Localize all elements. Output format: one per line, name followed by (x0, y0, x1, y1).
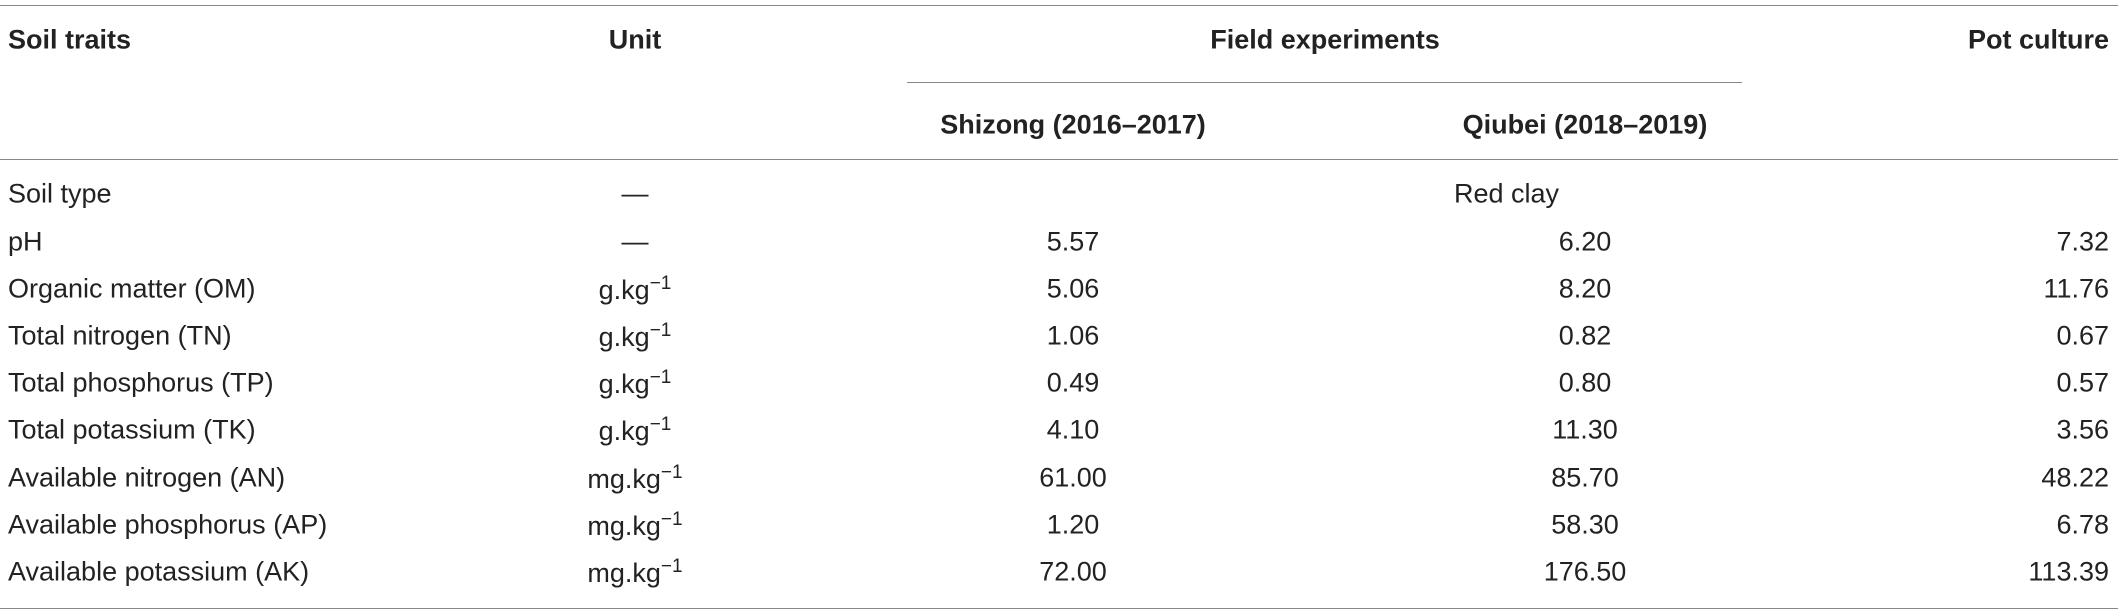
unit-cell: mg.kg−1 (587, 510, 682, 540)
cell: 176.50 (1543, 556, 1627, 587)
unit-base: mg.kg (587, 511, 661, 541)
header-cell: Pot culture (1967, 24, 2109, 55)
unit-cell: g.kg−1 (599, 368, 672, 398)
unit-cell: — (621, 178, 649, 209)
unit-exponent: −1 (649, 367, 672, 388)
cell: 85.70 (1551, 462, 1619, 493)
row-label: Total nitrogen (TN) (8, 320, 232, 351)
cell: 0.67 (2056, 320, 2109, 351)
unit-exponent: −1 (649, 414, 672, 435)
group-rule (907, 82, 1742, 83)
unit-exponent: −1 (660, 509, 683, 530)
header-cell: Field experiments (1210, 24, 1440, 55)
unit-base: g.kg (598, 322, 650, 352)
unit-cell: g.kg−1 (599, 274, 672, 304)
cell: 5.06 (1046, 273, 1100, 304)
cell: 0.49 (1046, 367, 1100, 398)
unit-base: g.kg (598, 369, 650, 399)
row-label: Available nitrogen (AN) (8, 462, 286, 493)
row-label: Available potassium (AK) (8, 556, 310, 587)
cell: 0.80 (1558, 367, 1612, 398)
unit-base: g.kg (598, 416, 650, 446)
cell: 0.57 (2056, 367, 2109, 398)
cell: 48.22 (2041, 462, 2109, 493)
unit-exponent: −1 (649, 273, 672, 294)
cell: 8.20 (1558, 273, 1612, 304)
unit-base: mg.kg (587, 558, 661, 588)
row-label: Organic matter (OM) (8, 273, 256, 304)
row-label: Total potassium (TK) (8, 414, 256, 445)
cell: 0.82 (1558, 320, 1612, 351)
cell: Red clay (1454, 178, 1560, 209)
unit-exponent: −1 (649, 320, 672, 341)
row-label: pH (8, 226, 43, 257)
cell: 113.39 (2028, 556, 2109, 587)
top-rule (0, 5, 2118, 6)
cell: 5.57 (1046, 226, 1100, 257)
cell: 6.78 (2056, 509, 2109, 540)
header-cell: Qiubei (2018–2019) (1462, 109, 1708, 140)
cell: 61.00 (1039, 462, 1107, 493)
unit-cell: — (621, 226, 649, 257)
cell: 7.32 (2056, 226, 2109, 257)
cell: 72.00 (1039, 556, 1107, 587)
cell: 6.20 (1558, 226, 1612, 257)
cell: 3.56 (2056, 414, 2109, 445)
cell: 1.06 (1046, 320, 1100, 351)
unit-base: mg.kg (587, 464, 661, 494)
row-label: Available phosphorus (AP) (8, 509, 328, 540)
unit-cell: mg.kg−1 (587, 463, 682, 493)
unit-base: g.kg (598, 275, 650, 305)
unit-cell: mg.kg−1 (587, 557, 682, 587)
cell: 4.10 (1046, 414, 1100, 445)
bottom-rule (0, 608, 2118, 609)
unit-exponent: −1 (660, 556, 683, 577)
row-label: Soil type (8, 178, 112, 209)
unit-cell: g.kg−1 (599, 321, 672, 351)
cell: 1.20 (1046, 509, 1100, 540)
header-cell: Soil traits (8, 24, 132, 55)
header-cell: Unit (608, 24, 662, 55)
cell: 58.30 (1551, 509, 1619, 540)
unit-exponent: −1 (660, 462, 683, 483)
header-rule (0, 159, 2118, 160)
cell: 11.76 (2043, 273, 2109, 304)
header-cell: Shizong (2016–2017) (940, 109, 1206, 140)
cell: 11.30 (1552, 414, 1618, 445)
row-label: Total phosphorus (TP) (8, 367, 274, 398)
unit-cell: g.kg−1 (599, 415, 672, 445)
